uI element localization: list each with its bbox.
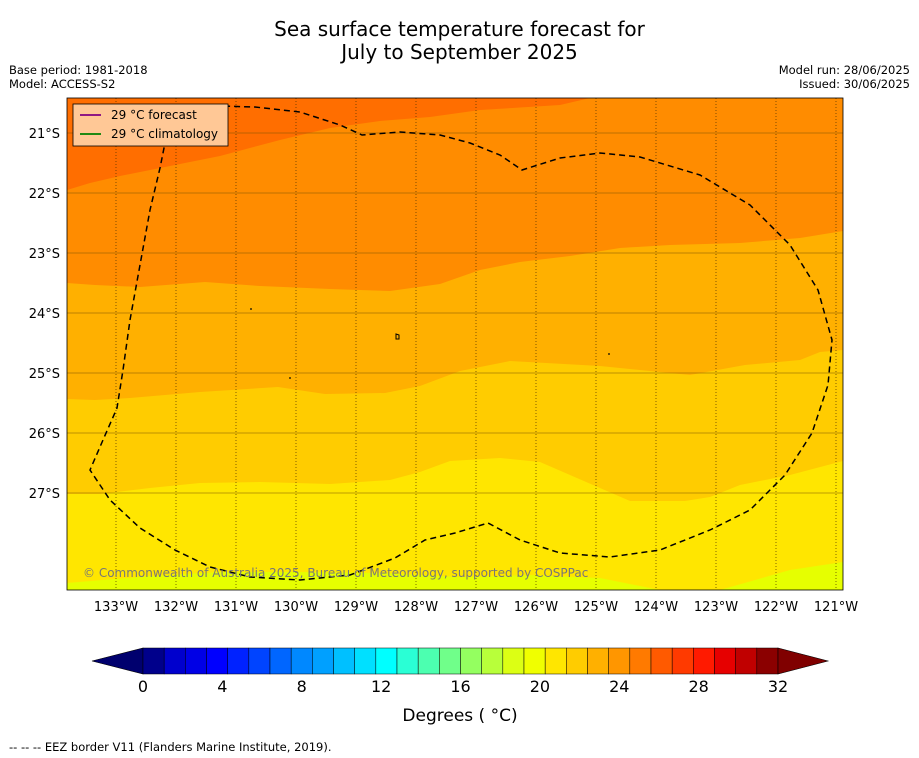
colorbar-tick-label: 16	[450, 677, 470, 696]
latitude-tick-label: 23°S	[29, 247, 60, 262]
colorbar: 0 4 8 12 16 20 24 28 32	[91, 647, 830, 696]
legend-forecast-label: 29 °C forecast	[111, 108, 197, 122]
longitude-tick-label: 132°W	[154, 600, 198, 615]
islands	[250, 308, 610, 379]
island	[289, 377, 291, 379]
legend-climatology-label: 29 °C climatology	[111, 127, 218, 141]
colorbar-tick-label: 32	[768, 677, 788, 696]
longitude-tick-label: 133°W	[94, 600, 138, 615]
legend: 29 °C forecast 29 °C climatology	[72, 103, 229, 147]
colorbar-segment	[608, 647, 631, 675]
colorbar-tick-label: 28	[688, 677, 708, 696]
colorbar-segment	[375, 647, 398, 675]
colorbar-over-arrow	[777, 647, 830, 675]
latitude-tick-label: 27°S	[29, 487, 60, 502]
longitude-tick-label: 121°W	[814, 600, 858, 615]
longitude-tick-label: 124°W	[634, 600, 678, 615]
longitude-tick-label: 122°W	[754, 600, 798, 615]
island	[608, 353, 610, 355]
model-name: Model: ACCESS-S2	[9, 77, 116, 91]
map-frame	[66, 97, 844, 591]
colorbar-segment	[629, 647, 652, 675]
longitude-tick-label: 129°W	[334, 600, 378, 615]
colorbar-tick-label: 24	[609, 677, 629, 696]
issued-date: Issued: 30/06/2025	[799, 77, 910, 91]
colorbar-tick-label: 20	[530, 677, 550, 696]
latitude-tick-label: 24°S	[29, 307, 60, 322]
colorbar-label: Degrees ( °C)	[402, 706, 517, 726]
colorbar-segment	[290, 647, 313, 675]
title-line-2: July to September 2025	[341, 40, 578, 64]
longitude-tick-label: 127°W	[454, 600, 498, 615]
colorbar-segment	[142, 647, 165, 675]
legend-box	[72, 103, 229, 147]
colorbar-tick-label: 12	[371, 677, 391, 696]
colorbar-segment	[396, 647, 419, 675]
latitude-tick-label: 21°S	[29, 127, 60, 142]
colorbar-segment	[354, 647, 377, 675]
chart-title: Sea surface temperature forecast for Jul…	[0, 18, 919, 64]
longitude-tick-label: 123°W	[694, 600, 738, 615]
colorbar-segment	[206, 647, 228, 675]
eez-source-note: -- -- -- EEZ border V11 (Flanders Marine…	[9, 740, 332, 754]
colorbar-segment	[650, 647, 673, 675]
island	[395, 333, 400, 340]
longitude-tick-label: 128°W	[394, 600, 438, 615]
colorbar-segment	[185, 647, 207, 675]
latitude-tick-label: 26°S	[29, 427, 60, 442]
colorbar-segment	[163, 647, 186, 675]
latitude-tick-labels: 21°S 22°S 23°S 24°S 25°S 26°S 27°S	[29, 127, 60, 502]
field-band-5	[67, 98, 843, 291]
colorbar-segment	[693, 647, 715, 675]
colorbar-tick-label: 8	[297, 677, 307, 696]
island	[250, 308, 252, 310]
colorbar-segment	[671, 647, 694, 675]
title-line-1: Sea surface temperature forecast for	[274, 17, 645, 41]
colorbar-segment	[460, 647, 482, 675]
latitude-tick-label: 25°S	[29, 367, 60, 382]
colorbar-segment	[756, 647, 779, 675]
colorbar-segment	[248, 647, 271, 675]
colorbar-segment	[502, 647, 525, 675]
model-run: Model run: 28/06/2025	[778, 63, 910, 77]
run-info: Model run: 28/06/2025 Issued: 30/06/2025	[779, 63, 910, 91]
latitude-tick-label: 22°S	[29, 187, 60, 202]
colorbar-segment	[587, 647, 609, 675]
longitude-tick-labels: 133°W 132°W 131°W 130°W 129°W 128°W 127°W 126°W…	[94, 600, 858, 615]
colorbar-segment	[312, 647, 334, 675]
longitude-tick-label: 126°W	[514, 600, 558, 615]
colorbar-segment	[417, 647, 440, 675]
colorbar-segment	[227, 647, 250, 675]
colorbar-segment	[735, 647, 758, 675]
copyright-notice: © Commonwealth of Australia 2025, Bureau…	[83, 566, 588, 580]
colorbar-tick-label: 4	[217, 677, 227, 696]
sst-contour-fields	[67, 98, 843, 590]
colorbar-tick-label: 0	[138, 677, 148, 696]
colorbar-segment	[523, 647, 546, 675]
colorbar-segment	[481, 647, 504, 675]
longitude-tick-label: 130°W	[274, 600, 318, 615]
colorbar-segment	[566, 647, 588, 675]
longitude-tick-label: 131°W	[214, 600, 258, 615]
colorbar-segment	[544, 647, 567, 675]
eez-border-line	[89, 105, 833, 581]
base-period: Base period: 1981-2018	[9, 63, 148, 77]
longitude-tick-label: 125°W	[574, 600, 618, 615]
colorbar-segment	[714, 647, 736, 675]
model-info: Base period: 1981-2018 Model: ACCESS-S2	[9, 63, 148, 91]
colorbar-under-arrow	[91, 647, 144, 675]
colorbar-segment	[269, 647, 292, 675]
colorbar-segment	[439, 647, 461, 675]
eez-border	[89, 105, 833, 581]
colorbar-segment	[333, 647, 355, 675]
